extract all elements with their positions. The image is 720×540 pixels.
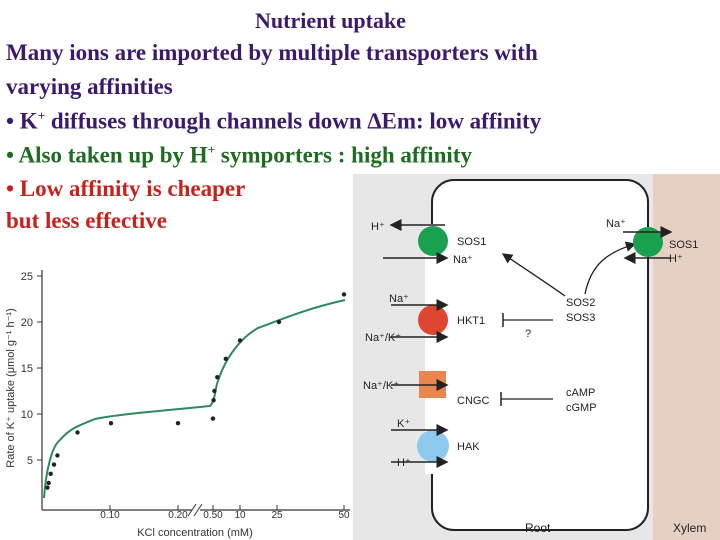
y-tick-5: 5: [27, 455, 33, 467]
hak-label: HAK: [457, 441, 480, 453]
uptake-chart: 25 20 15 10 5 Rate of K⁺ uptake (μmol g⁻…: [0, 240, 360, 540]
x-tick-25: 25: [271, 510, 283, 521]
bullet-2-prefix: • Also taken up by H: [6, 142, 208, 168]
x-axis: 0.10 0.20 0.50 10 25 50 KCl concentratio…: [42, 503, 350, 539]
root-cell-outline: [431, 179, 649, 531]
root-label: Root: [525, 521, 551, 535]
cell-diagram: H⁺ SOS1 Na⁺ Na⁺ HKT1 Na⁺/K⁺ ? Na⁺/K⁺ CNG…: [353, 174, 720, 540]
x-tick-50: 50: [338, 510, 350, 521]
cgmp-label: cGMP: [566, 402, 597, 414]
y-tick-20: 20: [21, 317, 33, 329]
hak-kplus-label: K⁺: [397, 418, 410, 430]
data-point-12: [223, 356, 228, 361]
xylem-label: Xylem: [673, 521, 706, 535]
bullet-1-text: diffuses through channels down ∆Em: low …: [45, 108, 542, 134]
xylem-sos1-label: SOS1: [669, 239, 698, 251]
uptake-curve: [43, 299, 346, 499]
data-point-11: [215, 375, 220, 380]
y-axis-label: Rate of K⁺ uptake (μmol g⁻¹ h⁻¹): [5, 308, 17, 467]
data-point-0: [45, 485, 50, 490]
bullet-1-sup: +: [37, 108, 46, 123]
y-tick-15: 15: [21, 363, 33, 375]
slide-title: Nutrient uptake: [255, 8, 406, 33]
intro-line-2: varying affinities: [6, 74, 173, 99]
bullet-2-text: symporters : high affinity: [215, 142, 472, 168]
cngc-label: CNGC: [457, 395, 489, 407]
hkt1-transporter: [418, 305, 448, 335]
data-point-9: [211, 398, 216, 403]
bullet-1-prefix: • K: [6, 108, 38, 134]
xylem-sos1-naplus-label: Na⁺: [606, 218, 626, 230]
hkt1-na-k-label: Na⁺/K⁺: [365, 332, 401, 344]
data-points: [45, 292, 347, 490]
sos1-label: SOS1: [457, 236, 486, 248]
hkt1-naplus-label: Na⁺: [389, 293, 409, 305]
y-tick-25: 25: [21, 271, 33, 283]
hak-transporter: [417, 430, 449, 462]
hak-hplus-label: H⁺: [397, 457, 411, 469]
y-tick-10: 10: [21, 409, 33, 421]
cngc-na-k-label: Na⁺/K⁺: [363, 380, 399, 392]
x-tick-0.50: 0.50: [203, 510, 223, 521]
x-tick-0.20: 0.20: [168, 510, 188, 521]
data-point-2: [48, 471, 53, 476]
xylem-sos1-hplus-label: H⁺: [669, 253, 683, 265]
y-axis: 25 20 15 10 5 Rate of K⁺ uptake (μmol g⁻…: [5, 270, 43, 510]
xylem-sos1-transporter: [633, 227, 663, 257]
axis-break-mark: [187, 503, 197, 517]
data-point-4: [55, 453, 60, 458]
data-point-7: [175, 421, 181, 426]
sos-to-left-sos1-arrow: [501, 253, 566, 297]
sos2-label: SOS2: [566, 297, 595, 309]
xylem-region-background: [653, 174, 720, 540]
x-axis-label: KCl concentration (mM): [137, 527, 253, 539]
data-point-5: [75, 430, 80, 435]
sos-to-xylem-sos1-arrow: [584, 241, 637, 295]
bullet-k-channels: • K+ diffuses through channels down ∆Em:…: [6, 108, 541, 135]
bullet-low-affinity-line-1: • Low affinity is cheaper: [6, 176, 246, 201]
data-point-3: [51, 462, 57, 467]
bullet-h-symporters: • Also taken up by H+ symporters : high …: [6, 142, 472, 169]
data-point-8: [210, 416, 216, 421]
membrane-strip: [425, 224, 439, 474]
sos1-hplus-label: H⁺: [371, 221, 385, 233]
intro-line-1: Many ions are imported by multiple trans…: [6, 40, 538, 65]
data-point-14: [276, 319, 282, 325]
bullet-low-affinity-line-2: but less effective: [6, 208, 167, 233]
camp-label: cAMP: [566, 387, 595, 399]
data-point-15: [341, 292, 347, 297]
x-tick-0.10: 0.10: [100, 510, 120, 521]
bullet-2-sup: +: [207, 142, 216, 157]
data-point-13: [237, 338, 243, 343]
sos3-label: SOS3: [566, 312, 595, 324]
sos1-transporter: [418, 226, 448, 256]
hkt1-unknown-regulator: ?: [525, 328, 531, 340]
data-point-1: [46, 480, 51, 486]
x-tick-10: 10: [234, 510, 246, 521]
sos1-naplus-label: Na⁺: [453, 254, 473, 266]
data-point-10: [212, 388, 217, 394]
data-point-6: [108, 421, 114, 426]
hkt1-label: HKT1: [457, 315, 485, 327]
